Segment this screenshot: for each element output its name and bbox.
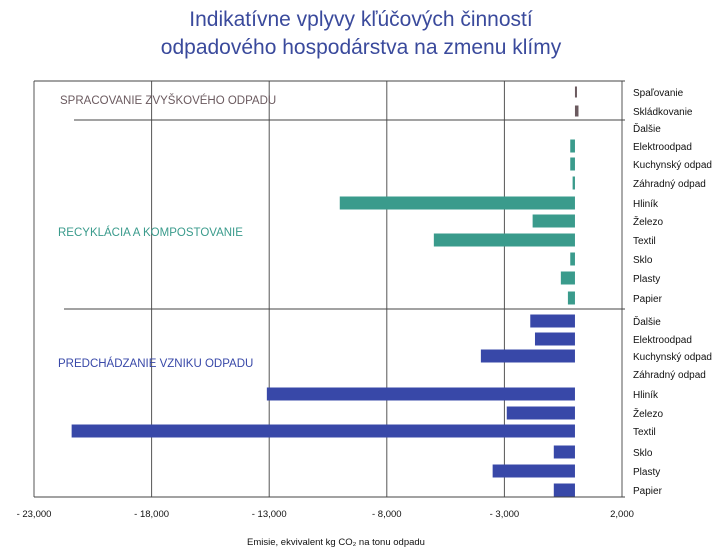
x-tick-label: 2,000 <box>610 509 634 520</box>
bar <box>574 86 577 98</box>
category-label: Hliník <box>633 390 659 401</box>
bar <box>574 105 579 117</box>
bar <box>339 196 575 210</box>
category-label: Skládkovanie <box>633 107 693 118</box>
category-label: Záhradný odpad <box>633 370 706 381</box>
category-label: Hliník <box>633 199 659 210</box>
x-tick-label: - 23,000 <box>17 509 52 520</box>
category-label: Železo <box>633 407 663 420</box>
bar <box>480 349 575 363</box>
chart-title-line1: Indikatívne vplyvy kľúčových činností <box>189 8 533 31</box>
bar <box>570 252 575 266</box>
bar <box>532 214 575 228</box>
bar <box>567 291 575 305</box>
bar <box>570 157 575 171</box>
category-label: Železo <box>633 215 663 228</box>
chart-title-line2: odpadového hospodárstva na zmenu klímy <box>160 36 562 59</box>
category-label: Elektroodpad <box>633 142 692 153</box>
group-label: PREDCHÁDZANIE VZNIKU ODPADU <box>58 357 253 370</box>
group-label: SPRACOVANIE ZVYŠKOVÉHO ODPADU <box>60 94 276 107</box>
category-label: Papier <box>633 294 663 305</box>
category-label: Kuchynský odpad <box>633 160 712 171</box>
category-label: Záhradný odpad <box>633 179 706 190</box>
category-label: Sklo <box>633 255 653 266</box>
x-tick-label: - 8,000 <box>372 509 402 520</box>
category-label: Elektroodpad <box>633 335 692 346</box>
bar <box>553 445 575 459</box>
group-label: RECYKLÁCIA A KOMPOSTOVANIE <box>58 226 243 239</box>
x-tick-label: - 13,000 <box>252 509 287 520</box>
category-label: Kuchynský odpad <box>633 352 712 363</box>
bar <box>553 483 575 497</box>
category-label: Ďalšie <box>633 122 661 135</box>
category-label: Ďalšie <box>633 315 661 328</box>
category-label: Plasty <box>633 274 660 285</box>
bar <box>560 271 575 285</box>
category-label: Textil <box>633 427 656 438</box>
bar <box>530 314 575 328</box>
category-label: Papier <box>633 486 663 497</box>
bar <box>433 233 575 247</box>
bar <box>572 176 575 190</box>
category-label: Spaľovanie <box>633 88 684 99</box>
x-tick-label: - 18,000 <box>134 509 169 520</box>
bar <box>71 424 575 438</box>
chart-title: Indikatívne vplyvy kľúčových činností od… <box>0 6 722 62</box>
bar <box>570 139 575 153</box>
x-axis-label: Emisie, ekvivalent kg CO₂ na tonu odpadu <box>247 537 425 548</box>
bar <box>492 464 575 478</box>
category-label: Plasty <box>633 467 660 478</box>
category-label: Textil <box>633 236 656 247</box>
bar <box>266 387 575 401</box>
bar <box>506 406 575 420</box>
bar <box>534 332 575 346</box>
x-tick-label: - 3,000 <box>490 509 520 520</box>
category-label: Sklo <box>633 448 653 459</box>
